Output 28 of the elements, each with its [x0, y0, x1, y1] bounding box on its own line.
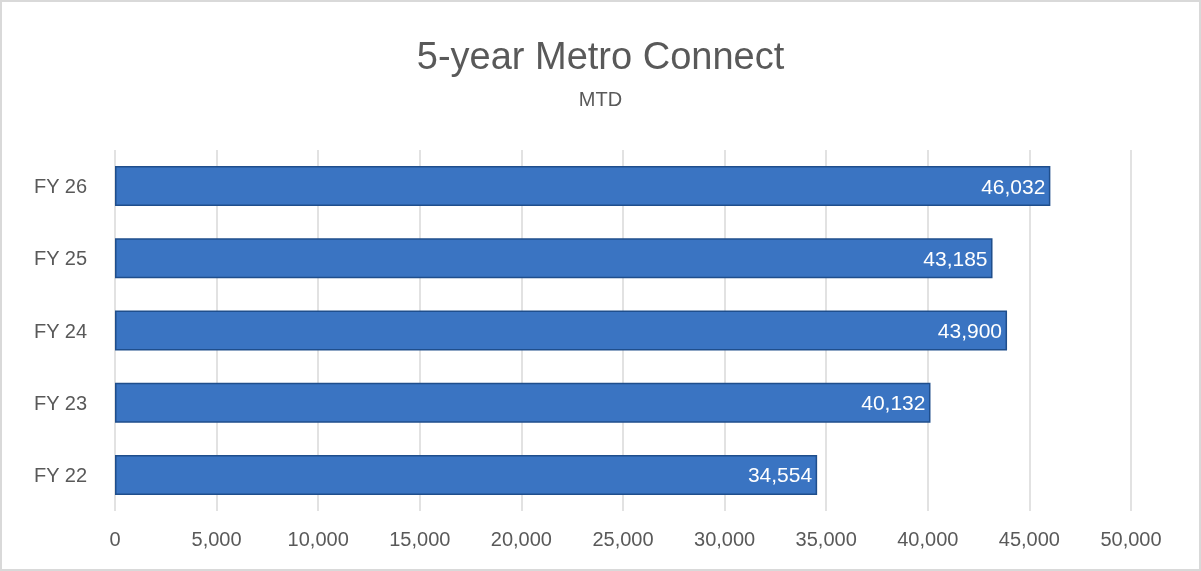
- x-tick-label: 0: [109, 528, 121, 550]
- x-tick-label: 5,000: [191, 528, 242, 550]
- x-tick-label: 20,000: [490, 528, 552, 550]
- y-tick-label: FY 25: [34, 247, 87, 270]
- bar: [115, 382, 931, 423]
- y-tick-label: FY 23: [34, 391, 87, 414]
- y-tick-label: FY 26: [34, 175, 87, 198]
- data-label: 43,900: [937, 319, 1003, 342]
- y-tick-label: FY 24: [34, 319, 87, 342]
- data-label: 40,132: [861, 391, 926, 415]
- x-tick-label: 35,000: [795, 528, 857, 550]
- x-tick-label: 25,000: [592, 528, 654, 550]
- data-label: 46,032: [981, 174, 1046, 198]
- x-tick-label: 50,000: [1100, 528, 1162, 550]
- data-label: 43,185: [923, 246, 988, 270]
- chart-title: 5-year Metro Connect: [416, 35, 785, 77]
- chart-subtitle: MTD: [578, 88, 623, 110]
- x-tick-label: 30,000: [694, 528, 756, 550]
- x-tick-label: 40,000: [897, 528, 959, 550]
- x-tick-label: 45,000: [998, 528, 1060, 550]
- x-tick-label: 10,000: [287, 528, 349, 550]
- y-tick-label: FY 22: [34, 463, 87, 486]
- bar: [115, 238, 993, 279]
- bar: [115, 166, 1051, 207]
- data-label: 34,554: [747, 463, 813, 487]
- x-tick-label: 15,000: [389, 528, 451, 550]
- bar: [115, 310, 1008, 351]
- bar: [115, 454, 818, 495]
